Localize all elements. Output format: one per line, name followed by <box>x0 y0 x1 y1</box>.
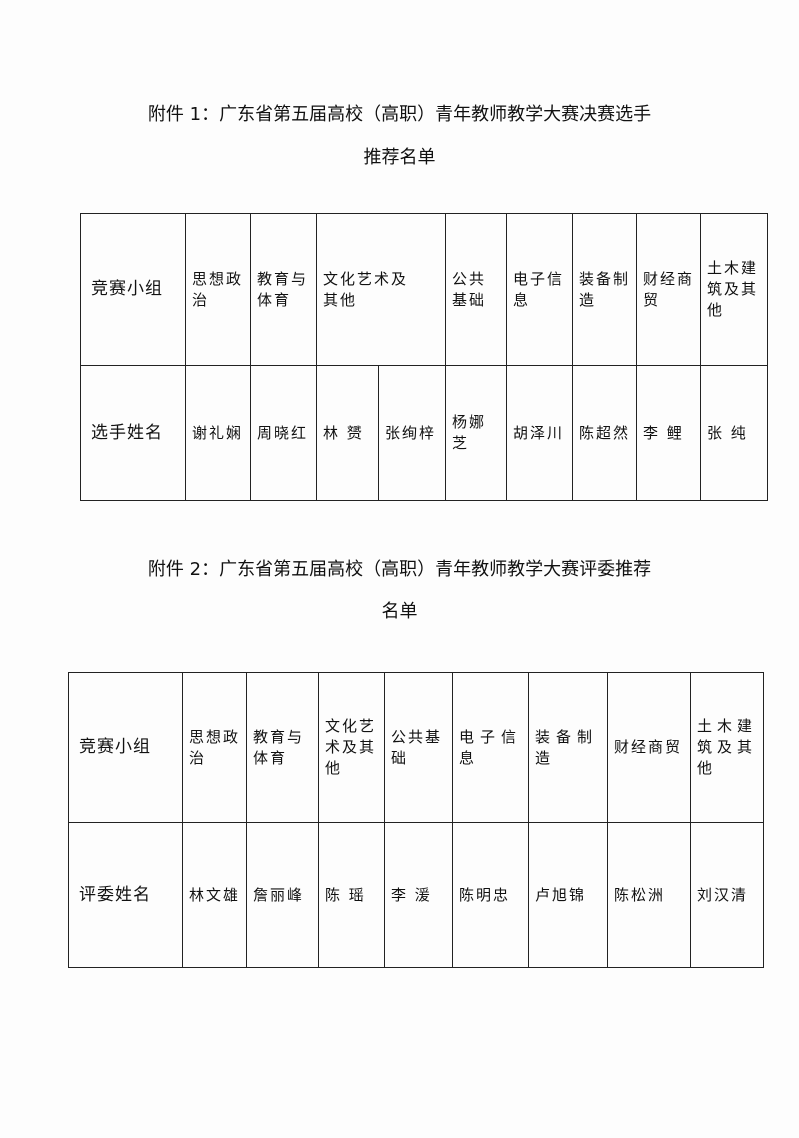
name-row: 评委姓名 林文雄 詹丽峰 陈 瑶 李 湲 陈明忠 卢旭锦 陈松洲 刘汉清 <box>68 822 764 968</box>
name-cell: 陈明忠 <box>452 822 529 968</box>
attachment-2-title: 附件 2：广东省第五届高校（高职）青年教师教学大赛评委推荐 <box>147 559 652 580</box>
attachment-2-title-line2: 名单 <box>381 601 418 622</box>
name-cell: 张 纯 <box>700 365 769 501</box>
group-cell: 文化艺术及其他 <box>318 672 385 823</box>
group-row: 竞赛小组 思想政治 教育与体育 文化艺术及其他 公共基础 电子信息 装备制造 财… <box>80 213 769 366</box>
group-cell: 文化艺术及其他 <box>315 213 447 366</box>
row-label: 竞赛小组 <box>68 672 183 823</box>
group-cell: 电子信息 <box>506 213 574 366</box>
group-cell: 思想政治 <box>185 213 251 366</box>
group-cell: 教育与体育 <box>246 672 319 823</box>
group-cell: 思想政治 <box>182 672 247 823</box>
group-cell: 财经商贸 <box>636 213 702 366</box>
row-label: 选手姓名 <box>80 365 186 501</box>
group-cell: 土木建筑及其他 <box>700 213 769 366</box>
name-cell: 李 湲 <box>384 822 453 968</box>
judge-table: 竞赛小组 思想政治 教育与体育 文化艺术及其他 公共基础 电子信息 装备制造 财… <box>68 672 764 968</box>
name-cell: 李 鲤 <box>636 365 702 501</box>
group-cell: 装备制造 <box>572 213 638 366</box>
name-cell: 谢礼娴 <box>185 365 251 501</box>
name-cell: 林文雄 <box>182 822 247 968</box>
group-cell: 公共基础 <box>384 672 453 823</box>
attachment-1-title: 附件 1：广东省第五届高校（高职）青年教师教学大赛决赛选手 <box>147 104 652 125</box>
group-cell: 公共基础 <box>445 213 508 366</box>
name-row: 选手姓名 谢礼娴 周晓红 林 赟 张绚梓 杨娜芝 胡泽川 陈超然 李 鲤 张 纯 <box>80 365 769 501</box>
name-cell: 张绚梓 <box>377 365 447 501</box>
group-cell: 财经商贸 <box>607 672 691 823</box>
name-cell: 卢旭锦 <box>528 822 608 968</box>
name-cell: 陈超然 <box>572 365 638 501</box>
name-cell: 林 赟 <box>316 365 379 501</box>
name-cell: 刘汉清 <box>690 822 764 968</box>
name-cell: 周晓红 <box>250 365 317 501</box>
group-cell: 教育与体育 <box>250 213 317 366</box>
row-label: 评委姓名 <box>68 822 183 968</box>
name-cell: 杨娜芝 <box>445 365 508 501</box>
group-cell: 土木建筑及其他 <box>690 672 764 823</box>
contestant-table: 竞赛小组 思想政治 教育与体育 文化艺术及其他 公共基础 电子信息 装备制造 财… <box>80 213 769 501</box>
attachment-1-title-line2: 推荐名单 <box>363 147 436 168</box>
name-cell: 胡泽川 <box>506 365 574 501</box>
name-cell: 詹丽峰 <box>246 822 319 968</box>
group-cell: 装备制造 <box>528 672 608 823</box>
group-cell: 电子信息 <box>452 672 529 823</box>
name-cell: 陈松洲 <box>607 822 691 968</box>
group-row: 竞赛小组 思想政治 教育与体育 文化艺术及其他 公共基础 电子信息 装备制造 财… <box>68 672 764 823</box>
name-cell: 陈 瑶 <box>318 822 385 968</box>
row-label: 竞赛小组 <box>80 213 186 366</box>
